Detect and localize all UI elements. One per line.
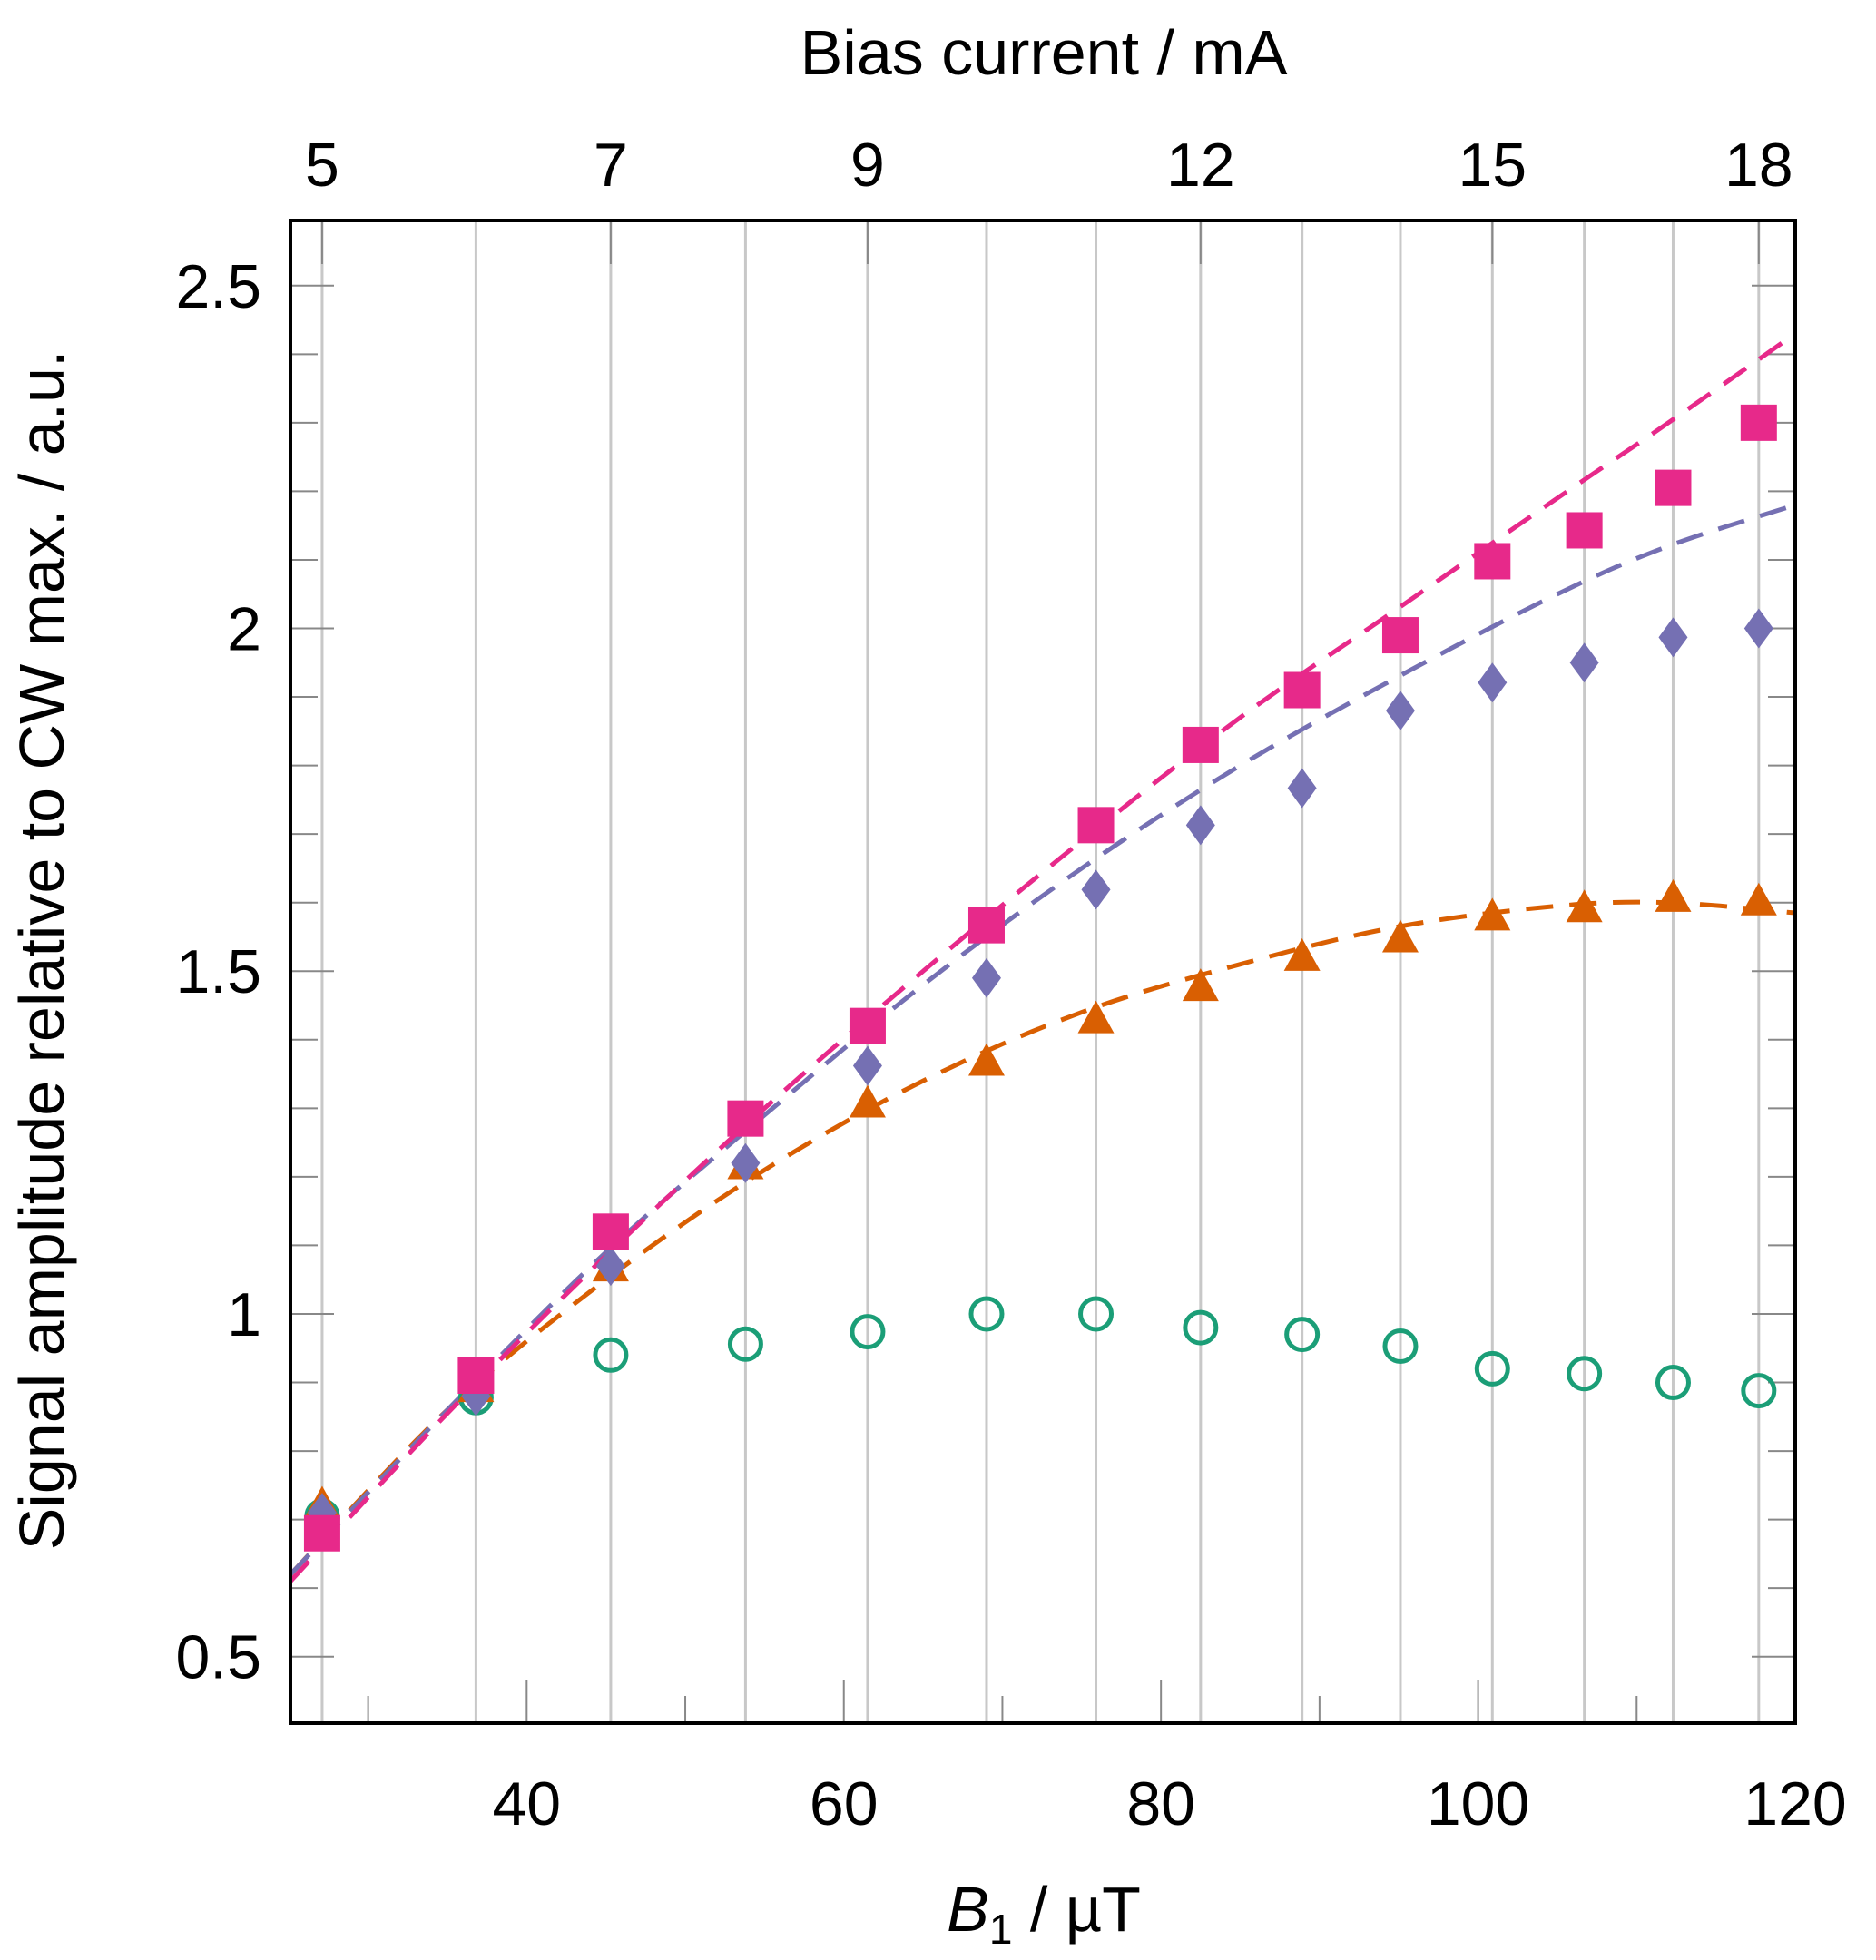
axis-ticks	[290, 220, 1796, 1723]
pink-squares-point	[1381, 617, 1419, 654]
orange-triangles-point	[967, 1043, 1005, 1076]
purple-diamonds-point	[1081, 869, 1111, 910]
pink-squares-point	[303, 1514, 340, 1552]
purple-diamonds-point	[1743, 608, 1773, 649]
green-circles-point	[850, 1314, 886, 1350]
purple-diamonds-point	[1287, 768, 1317, 808]
green-circles-point	[1567, 1356, 1603, 1392]
orange-triangles-point	[1182, 968, 1219, 1002]
pink-squares-point	[1655, 469, 1692, 506]
pink-squares-point	[1077, 807, 1115, 844]
x2-tick-label: 7	[594, 131, 628, 200]
purple-diamonds-point	[1385, 691, 1415, 731]
x-axis-title: B1 / µT	[947, 1874, 1141, 1953]
plot-frame	[289, 219, 1797, 1725]
purple-diamonds-point	[1658, 617, 1688, 658]
pink-squares-point	[1182, 726, 1219, 763]
x-tick-label: 100	[1427, 1769, 1529, 1838]
purple-diamonds-point	[595, 1246, 625, 1287]
pink-squares-fit-line	[289, 331, 1797, 1583]
orange-triangles-point	[1283, 937, 1321, 971]
x-tick-label: 40	[492, 1769, 561, 1838]
y-axis-title: Signal amplitude relative to CW max. / a…	[6, 350, 77, 1551]
x-tick-label: 60	[810, 1769, 879, 1838]
pink-squares-point	[727, 1100, 764, 1137]
green-circles-point	[1284, 1317, 1321, 1353]
x-axis-unit: / µT	[1012, 1874, 1140, 1945]
tick-labels: 40 60 80 100 120 0.5 1 1.5 2 2.5 5 7 9 12 15 18	[175, 131, 1846, 1838]
green-circles-point	[1655, 1365, 1691, 1401]
pink-squares-point	[1283, 671, 1321, 709]
pink-squares-point	[1474, 543, 1511, 580]
orange-triangles-point	[1566, 889, 1603, 923]
x2-axis-title: Bias current / mA	[800, 17, 1288, 88]
x2-tick-label: 9	[850, 131, 885, 200]
x-tick-label: 120	[1743, 1769, 1846, 1838]
x-axis-subscript: 1	[989, 1906, 1013, 1953]
orange-triangles-point	[849, 1084, 886, 1118]
x2-tick-label: 18	[1724, 131, 1793, 200]
data-markers	[303, 404, 1777, 1552]
purple-diamonds-point	[852, 1045, 882, 1086]
pink-squares-point	[1740, 404, 1777, 441]
x2-tick-label: 12	[1166, 131, 1235, 200]
y-tick-label: 1	[227, 1280, 261, 1349]
green-circles-point	[1078, 1296, 1115, 1332]
purple-diamonds-point	[1478, 662, 1508, 703]
x2-tick-label: 5	[305, 131, 339, 200]
y-tick-label: 1.5	[175, 937, 261, 1006]
orange-triangles-point	[1655, 878, 1692, 912]
orange-triangles-point	[1474, 897, 1511, 931]
green-circles-point	[1741, 1373, 1777, 1409]
green-circles-point	[968, 1296, 1005, 1332]
orange-triangles-point	[1740, 882, 1777, 916]
y-tick-label: 2.5	[175, 252, 261, 321]
purple-diamonds-point	[971, 957, 1001, 998]
grid-lines	[320, 220, 1761, 1723]
orange-triangles-fit-line	[289, 899, 1796, 1576]
y-tick-label: 0.5	[175, 1623, 261, 1692]
pink-squares-point	[592, 1213, 629, 1250]
x-tick-label: 80	[1126, 1769, 1195, 1838]
fit-curves	[289, 331, 1797, 1583]
pink-squares-point	[457, 1357, 495, 1394]
pink-squares-point	[1566, 512, 1603, 549]
green-circles-point	[1382, 1328, 1419, 1364]
purple-diamonds-point	[1185, 805, 1215, 846]
pink-squares-point	[849, 1007, 886, 1044]
purple-diamonds-point	[731, 1142, 761, 1183]
green-circles-point	[1474, 1350, 1510, 1387]
orange-triangles-point	[1077, 1000, 1115, 1034]
orange-triangles-point	[1381, 919, 1419, 953]
pink-squares-point	[967, 906, 1005, 944]
green-circles-point	[1183, 1309, 1219, 1346]
x-axis-symbol: B	[947, 1874, 989, 1945]
purple-diamonds-point	[1569, 642, 1599, 683]
x2-tick-label: 15	[1458, 131, 1527, 200]
y-tick-label: 2	[227, 595, 261, 664]
green-circles-point	[593, 1337, 629, 1373]
purple-diamonds-fit-line	[289, 503, 1796, 1576]
green-circles-point	[727, 1326, 763, 1362]
